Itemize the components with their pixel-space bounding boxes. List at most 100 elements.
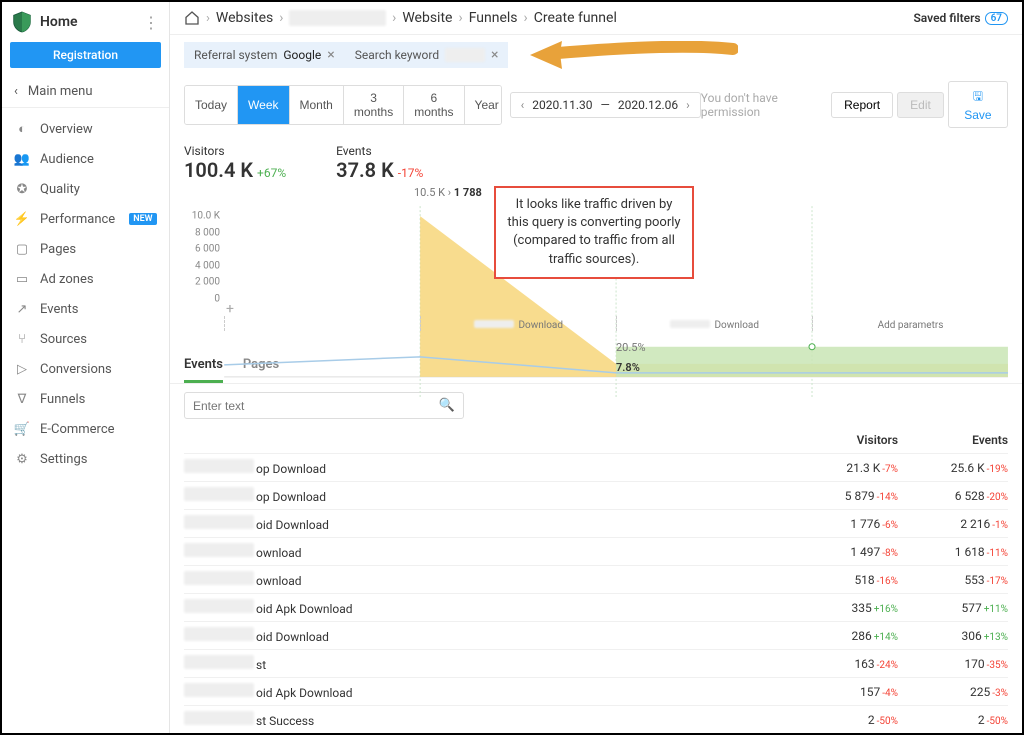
- row-visitors: 1 776: [850, 517, 880, 531]
- home-icon[interactable]: [184, 10, 200, 26]
- menu-dots-icon[interactable]: ⋮: [143, 13, 159, 32]
- sidebar-item-performance[interactable]: ⚡PerformanceNEW: [2, 204, 169, 234]
- filter-chip-keyword[interactable]: Search keyword xx ×: [345, 42, 509, 68]
- registration-banner[interactable]: Registration: [10, 42, 161, 68]
- save-label: Save: [964, 108, 991, 122]
- pct-lower: 7.8%: [616, 361, 640, 374]
- close-icon[interactable]: ×: [491, 47, 498, 63]
- save-button[interactable]: 🖫 Save: [948, 81, 1008, 128]
- breadcrumb: Websites›xxxxxxx›Website›Funnels›Create …: [216, 10, 908, 26]
- row-e-delta: -1%: [992, 520, 1008, 531]
- time-range-buttons: TodayWeekMonth3 months6 monthsYearAll: [184, 85, 502, 125]
- row-events: 6 528: [955, 489, 985, 503]
- breadcrumb-item[interactable]: Funnels: [469, 10, 518, 26]
- breadcrumb-item[interactable]: Create funnel: [534, 10, 617, 26]
- cart-icon: 🛒: [14, 421, 30, 437]
- row-blur: [184, 627, 254, 641]
- table-row[interactable]: ownload1 497-8%1 618-11%: [184, 537, 1008, 565]
- sidebar-item-quality[interactable]: ✪Quality: [2, 174, 169, 204]
- pct-upper: 20.5%: [616, 341, 646, 354]
- sidebar-item-events[interactable]: ↗Events: [2, 294, 169, 324]
- col-events[interactable]: Events: [898, 433, 1008, 447]
- breadcrumb-item[interactable]: Websites: [216, 10, 273, 26]
- table-row[interactable]: oid Download1 776-6%2 216-1%: [184, 509, 1008, 537]
- table-row[interactable]: oid Download286+14%306+13%: [184, 621, 1008, 649]
- filter-chip-referral[interactable]: Referral system Google ×: [184, 42, 345, 68]
- row-events: 306: [962, 629, 982, 643]
- permission-text: You don't have permission: [701, 91, 817, 119]
- row-e-delta: -35%: [987, 660, 1008, 671]
- filter-chips-row: Referral system Google × Search keyword …: [170, 35, 1022, 75]
- page-icon: ▢: [14, 241, 30, 257]
- table-row[interactable]: ownload518-16%553-17%: [184, 565, 1008, 593]
- sidebar-item-conversions[interactable]: ▷Conversions: [2, 354, 169, 384]
- table-row[interactable]: oid Apk Download157-4%225-3%: [184, 677, 1008, 705]
- row-visitors: 5 879: [845, 489, 875, 503]
- main-menu-link[interactable]: ‹ Main menu: [2, 76, 169, 108]
- row-events: 225: [970, 685, 990, 699]
- funnel-column: Download: [616, 316, 812, 331]
- nav-label: Audience: [40, 152, 94, 167]
- sidebar-item-pages[interactable]: ▢ Pages: [2, 234, 169, 264]
- row-visitors: 286: [852, 629, 872, 643]
- row-v-delta: -4%: [882, 688, 898, 699]
- row-name: oid Download: [256, 630, 329, 644]
- chevron-right-icon[interactable]: ›: [686, 98, 690, 112]
- nav-label: Conversions: [40, 362, 112, 377]
- row-v-delta: -8%: [882, 548, 898, 559]
- table-row[interactable]: st Success2-50%2-50%: [184, 705, 1008, 733]
- sidebar-nav: ◐Overview👥Audience✪Quality⚡PerformanceNE…: [2, 108, 169, 480]
- sidebar-item-settings[interactable]: ⚙Settings: [2, 444, 169, 474]
- nav-label: Performance: [40, 212, 115, 227]
- time-btn-3-months[interactable]: 3 months: [344, 86, 404, 124]
- col-blur: [670, 320, 710, 328]
- time-btn-year[interactable]: Year: [465, 86, 502, 124]
- funnel-column: Download: [420, 316, 616, 331]
- breadcrumb-redacted[interactable]: xxxxxxx: [289, 10, 386, 26]
- sidebar-item-sources[interactable]: ⑂Sources: [2, 324, 169, 354]
- stat-delta: -17%: [398, 166, 424, 180]
- col-visitors[interactable]: Visitors: [798, 433, 898, 447]
- nav-label: Quality: [40, 182, 80, 197]
- time-btn-today[interactable]: Today: [185, 86, 238, 124]
- nav-label: Pages: [40, 242, 76, 257]
- saved-filters[interactable]: Saved filters 67: [913, 11, 1008, 25]
- table-row[interactable]: op Download5 879-14%6 528-20%: [184, 481, 1008, 509]
- time-btn-6-months[interactable]: 6 months: [404, 86, 464, 124]
- sidebar-item-audience[interactable]: 👥Audience: [2, 144, 169, 174]
- chevron-left-icon[interactable]: ‹: [521, 98, 525, 112]
- row-name: oid Apk Download: [256, 602, 353, 616]
- time-btn-month[interactable]: Month: [290, 86, 344, 124]
- sidebar-item-funnels[interactable]: ∇Funnels: [2, 384, 169, 414]
- chip-label: Referral system: [194, 48, 277, 62]
- date-range-picker[interactable]: ‹ 2020.11.30 — 2020.12.06 ›: [510, 92, 701, 118]
- breadcrumb-row: › Websites›xxxxxxx›Website›Funnels›Creat…: [170, 2, 1022, 35]
- row-blur: [184, 543, 254, 557]
- plus-icon[interactable]: +: [226, 301, 234, 317]
- table-row[interactable]: op Download21.3 K-7%25.6 K-19%: [184, 453, 1008, 481]
- nav-label: Sources: [40, 332, 87, 347]
- chip-value-redacted: xx: [445, 48, 485, 62]
- row-visitors: 1 497: [850, 545, 880, 559]
- main-content: › Websites›xxxxxxx›Website›Funnels›Creat…: [170, 2, 1022, 733]
- new-badge: NEW: [129, 213, 156, 225]
- sidebar-item-e-commerce[interactable]: 🛒E-Commerce: [2, 414, 169, 444]
- breadcrumb-item[interactable]: Website: [402, 10, 452, 26]
- events-table: Visitors Events op Download21.3 K-7%25.6…: [170, 427, 1022, 733]
- nav-label: Funnels: [40, 392, 85, 407]
- row-name: ownload: [256, 546, 302, 560]
- row-name: st Success: [256, 714, 314, 728]
- date-from: 2020.11.30: [532, 98, 592, 112]
- table-row[interactable]: st163-24%170-35%: [184, 649, 1008, 677]
- sidebar-item-overview[interactable]: ◐Overview: [2, 114, 169, 144]
- stat-delta: +67%: [257, 166, 286, 180]
- row-e-delta: -17%: [987, 576, 1008, 587]
- funnel-chart: 10.5 K › 1 788 10.0 K8 0006 0004 0002 00…: [184, 186, 1008, 339]
- table-row[interactable]: oid Apk Download335+16%577+11%: [184, 593, 1008, 621]
- row-e-delta: -50%: [987, 716, 1008, 727]
- close-icon[interactable]: ×: [327, 47, 334, 63]
- sidebar-item-ad-zones[interactable]: ▭Ad zones: [2, 264, 169, 294]
- report-button[interactable]: Report: [831, 92, 893, 118]
- time-btn-week[interactable]: Week: [238, 86, 289, 124]
- row-events: 577: [962, 601, 982, 615]
